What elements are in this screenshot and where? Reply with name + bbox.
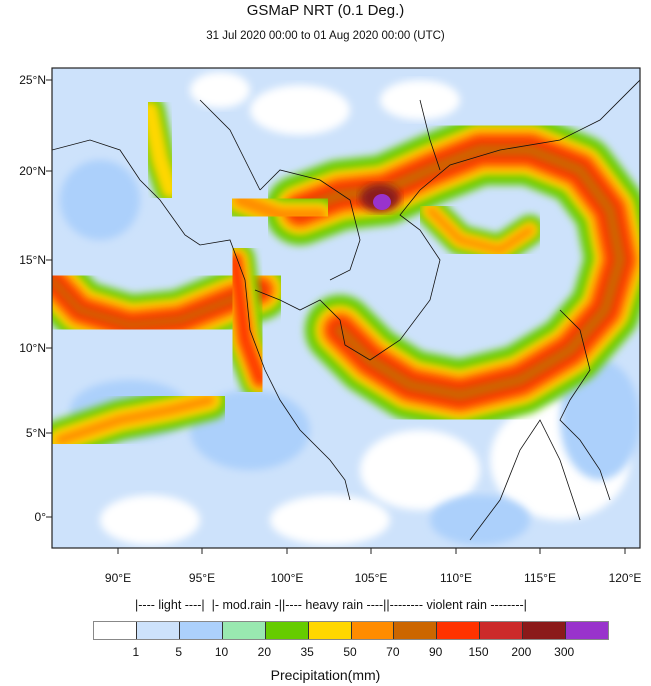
colorbar-swatch: [480, 622, 524, 639]
colorbar-level-label: 300: [554, 645, 575, 659]
extreme-rain-core: [373, 194, 391, 210]
map-title: GSMaP NRT (0.1 Deg.): [246, 2, 405, 19]
colorbar-level-label: 70: [386, 645, 400, 659]
colorbar-level-label: 90: [428, 645, 443, 659]
coastline: [52, 139, 351, 501]
colorbar-level-label: 5: [175, 645, 182, 659]
rain-patch: [100, 495, 200, 545]
rain-patch: [250, 85, 350, 135]
lat-tick-label: 15°N: [19, 253, 46, 267]
coastline: [559, 309, 611, 501]
coastline: [259, 169, 361, 281]
coastlines: [52, 79, 640, 541]
rain-patch: [560, 360, 640, 480]
colorbar-title: Precipitation(mm): [270, 667, 381, 683]
colorbar-swatch: [523, 622, 567, 639]
colorbar-swatch: [566, 622, 609, 639]
rain-band: [426, 206, 534, 254]
colorbar-swatch: [351, 622, 395, 639]
rain-patch: [430, 495, 530, 545]
lat-tick-label: 0°: [34, 510, 46, 524]
lon-tick-label: 120°E: [608, 571, 642, 585]
rain-category-labels: |---- light ----| |- mod.rain -||---- he…: [135, 598, 527, 612]
rain-patch: [60, 160, 140, 240]
colorbar-level-label: 20: [257, 645, 271, 659]
colorbar-level-label: 10: [214, 645, 229, 659]
colorbar-swatch: [179, 622, 223, 639]
lon-tick-label: 105°E: [354, 571, 388, 585]
colorbar-level-label: 35: [300, 645, 314, 659]
rain-band: [233, 193, 327, 222]
rain-band: [141, 101, 179, 199]
colorbar-level-label: 1: [132, 645, 140, 659]
lat-tick-label: 20°N: [19, 164, 46, 178]
map-frame: [51, 67, 641, 549]
lat-tick-label: 25°N: [19, 73, 46, 87]
colorbar-level-label: 150: [468, 645, 489, 659]
rain-band: [230, 255, 265, 385]
colorbar-swatch: [94, 622, 137, 639]
rain-patch: [270, 495, 390, 545]
lon-tick-label: 95°E: [188, 571, 216, 585]
colorbar-swatch: [437, 622, 481, 639]
lon-tick-label: 90°E: [104, 571, 132, 585]
rain-patch: [190, 72, 250, 108]
colorbar-swatch: [222, 622, 266, 639]
map-subtitle: 31 Jul 2020 00:00 to 01 Aug 2020 00:00 (…: [206, 30, 445, 42]
lon-tick-label: 115°E: [524, 571, 556, 585]
rain-band: [55, 395, 215, 445]
precipitation-field: [52, 68, 640, 548]
rain-band: [294, 144, 626, 401]
colorbar-swatch: [394, 622, 438, 639]
rain-patch: [360, 430, 480, 510]
lat-tick-label: 10°N: [19, 341, 46, 355]
colorbar-level-label: 50: [343, 645, 357, 659]
coastline: [419, 99, 441, 171]
coastline: [199, 99, 261, 191]
colorbar-level-label: 200: [511, 645, 532, 659]
colorbar-swatch: [308, 622, 352, 639]
lon-tick-label: 110°E: [440, 571, 472, 585]
lon-tick-label: 100°E: [270, 571, 304, 585]
colorbar-swatch: [265, 622, 309, 639]
coastline: [469, 419, 581, 541]
coastline: [254, 79, 640, 361]
lat-tick-label: 5°N: [25, 426, 46, 440]
colorbar-swatch: [136, 622, 180, 639]
colorbar: [93, 621, 609, 640]
